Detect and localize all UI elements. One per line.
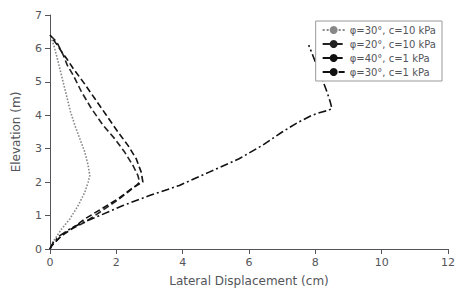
svg-text:φ=20°, c=10 kPa: φ=20°, c=10 kPa: [350, 39, 436, 50]
svg-text:4: 4: [179, 256, 186, 269]
svg-text:8: 8: [312, 256, 319, 269]
svg-text:2: 2: [113, 256, 120, 269]
svg-text:0: 0: [47, 256, 54, 269]
svg-text:10: 10: [375, 256, 389, 269]
svg-text:φ=40°, c=1 kPa: φ=40°, c=1 kPa: [350, 53, 430, 64]
svg-text:Elevation (m): Elevation (m): [9, 92, 23, 173]
svg-text:2: 2: [35, 176, 42, 189]
svg-text:7: 7: [35, 9, 42, 22]
svg-text:6: 6: [35, 42, 42, 55]
svg-text:Lateral Displacement (cm): Lateral Displacement (cm): [169, 274, 329, 288]
svg-text:φ=30°, c=10 kPa: φ=30°, c=10 kPa: [350, 25, 436, 36]
svg-text:5: 5: [35, 75, 42, 88]
svg-text:3: 3: [35, 142, 42, 155]
svg-text:4: 4: [35, 109, 42, 122]
svg-text:0: 0: [35, 243, 42, 256]
svg-text:φ=30°, c=1 kPa: φ=30°, c=1 kPa: [350, 67, 430, 78]
svg-text:1: 1: [35, 209, 42, 222]
svg-text:6: 6: [246, 256, 253, 269]
svg-text:12: 12: [441, 256, 455, 269]
